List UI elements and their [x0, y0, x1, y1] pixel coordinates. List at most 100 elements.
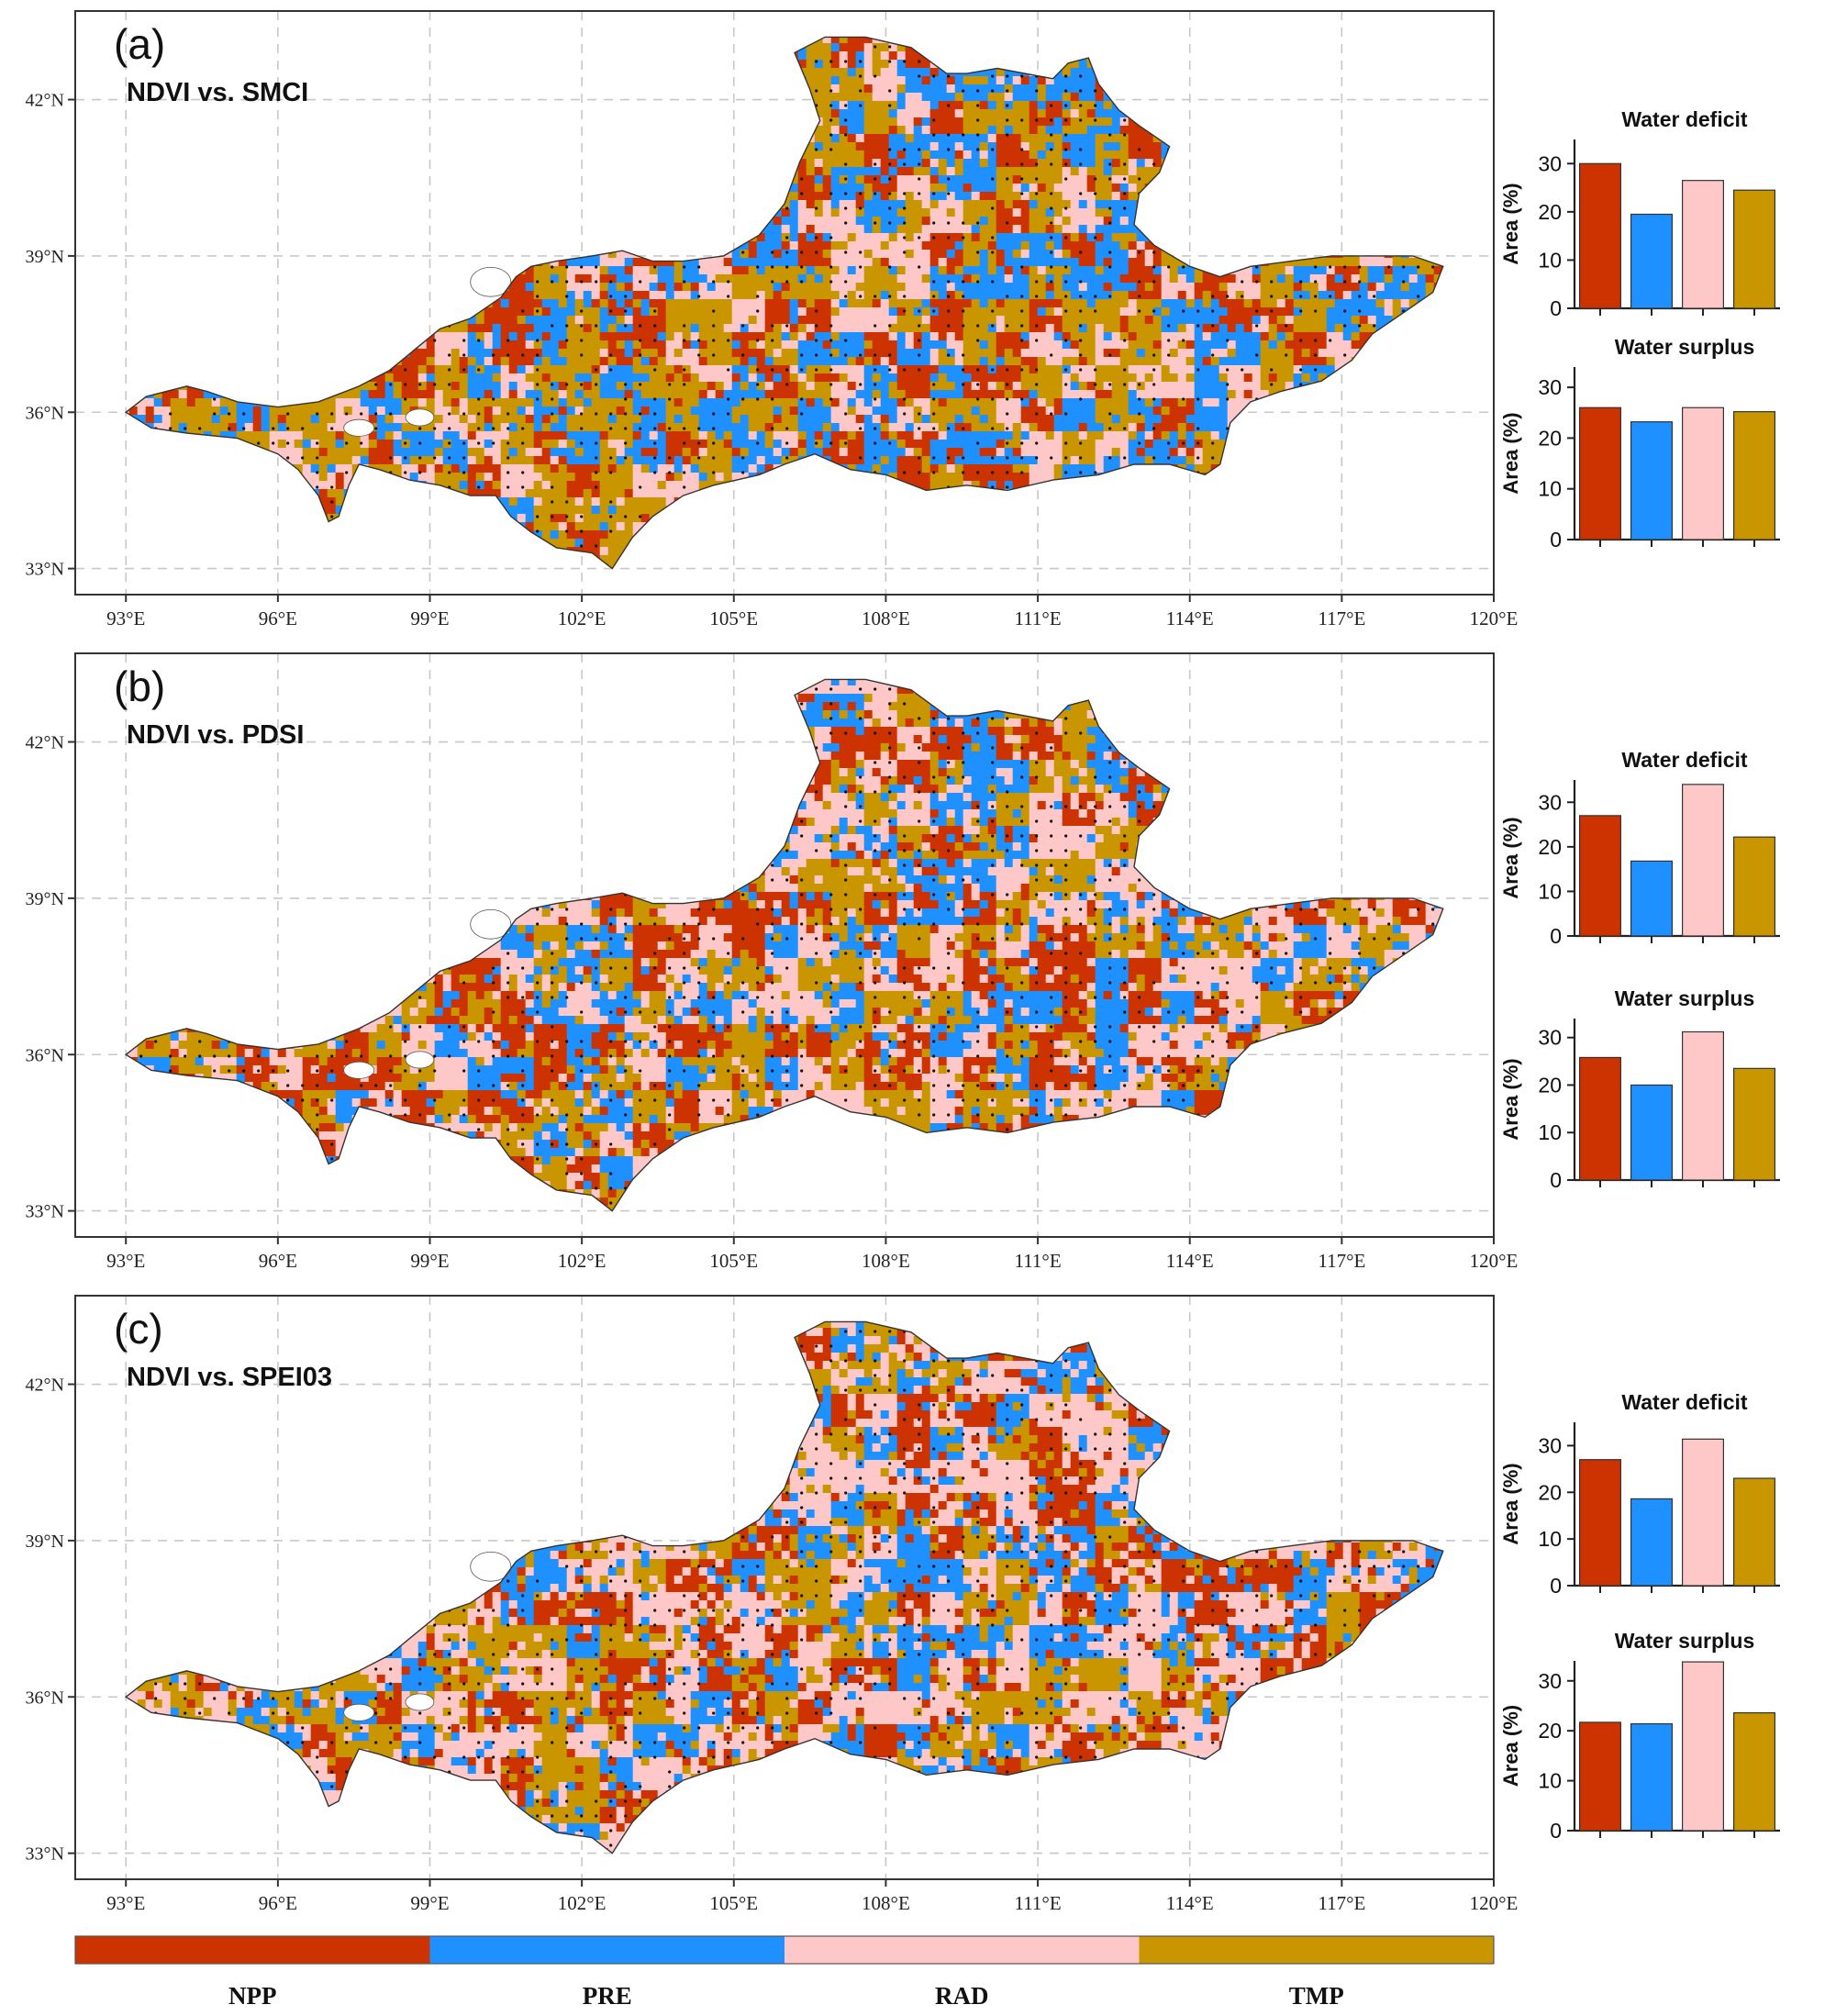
map-cell [1310, 68, 1319, 77]
map-cell [674, 109, 684, 118]
map-cell [1252, 241, 1262, 251]
map-cell [195, 68, 205, 77]
map-cell [1302, 184, 1311, 193]
map-cell [1071, 250, 1080, 259]
map-cell [460, 167, 469, 176]
map-cell [749, 142, 758, 151]
map-cell [311, 233, 320, 242]
map-cell [666, 175, 675, 184]
map-cell [517, 159, 527, 168]
map-cell [311, 60, 320, 69]
map-cell [1195, 126, 1204, 135]
map-cell [1409, 258, 1419, 267]
map-cell [1343, 117, 1352, 127]
map-cell [980, 225, 989, 234]
map-cell [914, 258, 923, 267]
map-cell [187, 217, 196, 226]
map-cell [815, 266, 824, 275]
map-cell [633, 266, 642, 275]
map-cell [526, 35, 535, 44]
map-cell [1013, 250, 1022, 259]
map-cell [328, 150, 337, 160]
map-cell [749, 43, 758, 52]
map-cell [418, 184, 428, 193]
map-cell [534, 192, 543, 201]
map-cell [1294, 200, 1303, 209]
map-cell [848, 184, 857, 193]
map-cell [311, 175, 320, 184]
map-cell [807, 27, 816, 36]
map-cell [1170, 117, 1179, 127]
map-cell [1376, 68, 1385, 77]
map-cell [683, 225, 692, 234]
map-cell [154, 233, 163, 242]
map-cell [707, 142, 717, 151]
map-cell [146, 175, 155, 184]
map-cell [171, 142, 180, 151]
map-cell [1277, 159, 1286, 168]
map-cell [1178, 117, 1187, 127]
map-cell [493, 200, 502, 209]
map-cell [584, 175, 593, 184]
map-cell [633, 233, 642, 242]
map-cell [674, 126, 684, 135]
map-cell [344, 150, 353, 160]
map-cell [1137, 217, 1146, 226]
map-cell [947, 27, 956, 36]
map-cell [650, 43, 659, 52]
map-cell [1426, 233, 1435, 242]
map-cell [939, 76, 948, 85]
map-cell [410, 225, 419, 234]
map-cell [311, 258, 320, 267]
map-cell [1343, 76, 1352, 85]
map-cell [749, 76, 758, 85]
map-cell [303, 51, 312, 61]
map-cell [286, 208, 295, 217]
map-cell [798, 167, 807, 176]
map-cell [1409, 192, 1419, 201]
map-cell [517, 258, 527, 267]
map-cell [955, 175, 964, 184]
map-cell [295, 43, 304, 52]
map-cell [1393, 250, 1402, 259]
map-cell [1294, 76, 1303, 85]
map-cell [699, 117, 708, 127]
map-cell [1418, 208, 1427, 217]
map-cell [980, 27, 989, 36]
map-cell [1294, 43, 1303, 52]
map-cell [1170, 43, 1179, 52]
map-cell [765, 208, 774, 217]
map-cell [493, 258, 502, 267]
map-cell [534, 175, 543, 184]
map-cell [1071, 126, 1080, 135]
map-cell [1054, 266, 1063, 275]
map-cell [1013, 233, 1022, 242]
map-cell [906, 217, 915, 226]
map-cell [154, 150, 163, 160]
map-cell [129, 109, 139, 118]
map-cell [443, 225, 452, 234]
map-cell [261, 175, 271, 184]
map-cell [435, 27, 444, 36]
map-cell [1195, 258, 1204, 267]
map-cell [1442, 192, 1452, 201]
map-cell [138, 241, 147, 251]
map-cell [897, 274, 907, 284]
map-cell [311, 192, 320, 201]
map-cell [451, 68, 461, 77]
map-cell [1178, 175, 1187, 184]
map-cell [162, 192, 172, 201]
map-cell [1401, 134, 1410, 143]
map-cell [551, 126, 560, 135]
map-cell [1434, 217, 1443, 226]
map-cell [484, 175, 494, 184]
map-cell [418, 208, 428, 217]
map-cell [1360, 134, 1369, 143]
map-cell [1252, 167, 1262, 176]
map-cell [1385, 134, 1394, 143]
map-cell [807, 258, 816, 267]
map-cell [1203, 35, 1212, 44]
map-cell [195, 117, 205, 127]
map-cell [1145, 159, 1154, 168]
map-cell [1368, 159, 1377, 168]
